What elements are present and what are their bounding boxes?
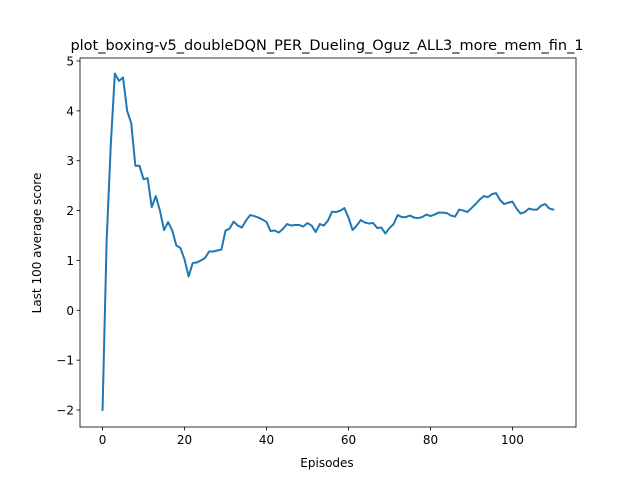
y-tick-label: 4 <box>66 104 74 118</box>
y-tick-label: 0 <box>66 304 74 318</box>
x-axis-label: Episodes <box>300 456 353 470</box>
y-tick-label: 1 <box>66 254 74 268</box>
y-tick-label: 3 <box>66 154 74 168</box>
x-tick-label: 20 <box>177 433 192 447</box>
x-tick-label: 80 <box>423 433 438 447</box>
chart-title: plot_boxing-v5_doubleDQN_PER_Dueling_Ogu… <box>70 38 583 54</box>
y-tick-label: 2 <box>66 204 74 218</box>
x-tick-label: 40 <box>259 433 274 447</box>
x-tick-label: 0 <box>99 433 107 447</box>
y-axis-label: Last 100 average score <box>30 173 44 314</box>
plot-frame <box>79 57 577 428</box>
y-tick-label: 5 <box>66 54 74 68</box>
y-tick-label: −1 <box>56 354 74 368</box>
y-tick-label: −2 <box>56 404 74 418</box>
x-tick-label: 60 <box>341 433 356 447</box>
x-tick-label: 100 <box>501 433 524 447</box>
series-line-0 <box>101 72 555 412</box>
